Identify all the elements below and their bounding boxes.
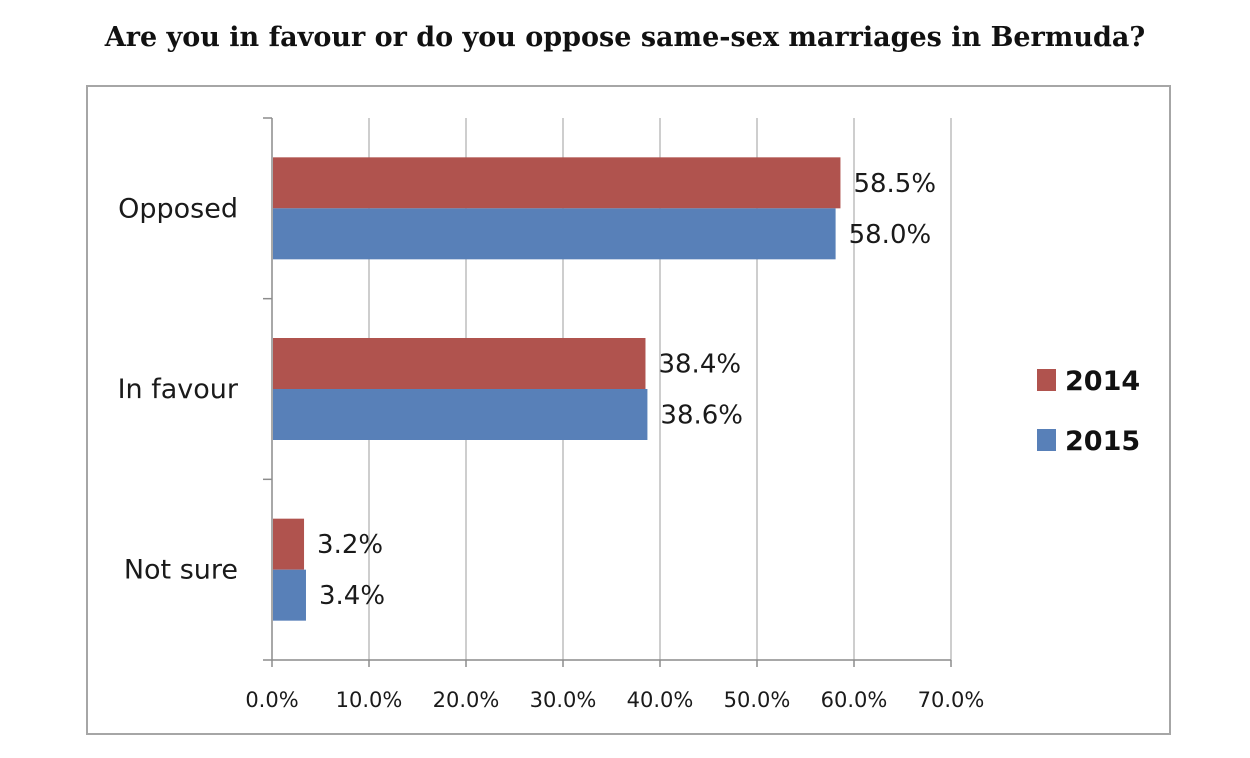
category-label-opposed: Opposed (118, 193, 238, 224)
bar-in-favour-2015 (273, 389, 648, 440)
data-label-not-sure-2015: 3.4% (319, 581, 385, 611)
labels: 0.0% 10.0% 20.0% 30.0% 40.0% 50.0% 60.0% 70.0% 5… (118, 169, 985, 712)
bar-opposed-2014 (273, 157, 841, 209)
data-label-in-favour-2014: 38.4% (658, 350, 741, 380)
x-tick-label-70-0: 70.0% (918, 688, 985, 712)
x-tick-label-0-0: 0.0% (245, 688, 298, 712)
legend-label-2014: 2014 (1065, 366, 1140, 397)
legend-label-2015: 2015 (1065, 426, 1140, 457)
category-label-in-favour: In favour (118, 374, 239, 405)
axes (263, 117, 952, 667)
bar-in-favour-2014 (273, 338, 646, 389)
x-tick-label-40-0: 40.0% (627, 688, 694, 712)
x-tick-label-60-0: 60.0% (821, 688, 888, 712)
category-label-not-sure: Not sure (124, 555, 238, 586)
bars (273, 157, 841, 621)
bar-not-sure-2015 (273, 569, 306, 621)
data-label-in-favour-2015: 38.6% (660, 401, 743, 431)
x-tick-label-30-0: 30.0% (530, 688, 597, 712)
legend-swatch-2015 (1037, 429, 1056, 451)
x-tick-label-20-0: 20.0% (433, 688, 500, 712)
bar-not-sure-2014 (273, 518, 305, 570)
chart-title: Are you in favour or do you oppose same-… (104, 22, 1146, 53)
data-label-opposed-2015: 58.0% (849, 220, 932, 250)
legend-swatch-2014 (1037, 369, 1056, 391)
x-tick-label-10-0: 10.0% (336, 688, 403, 712)
data-label-not-sure-2014: 3.2% (317, 530, 383, 560)
x-tick-label-50-0: 50.0% (724, 688, 791, 712)
data-label-opposed-2014: 58.5% (853, 169, 936, 199)
bar-opposed-2015 (273, 208, 836, 260)
legend: 2014 2015 (1037, 366, 1140, 457)
